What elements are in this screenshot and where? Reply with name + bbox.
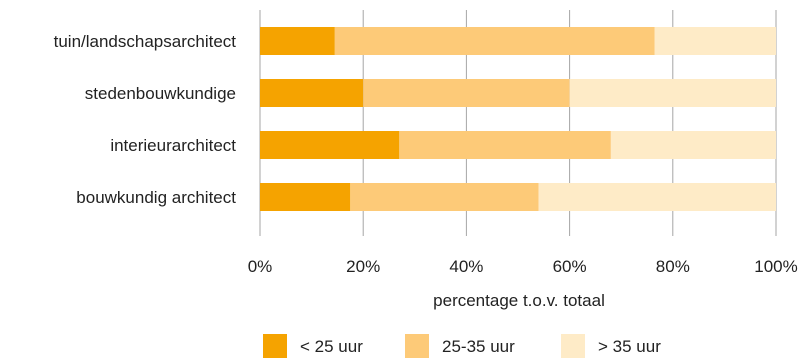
category-label-2: interieurarchitect — [110, 136, 236, 155]
bar-2-1 — [399, 131, 611, 159]
x-tick-label-4: 80% — [656, 257, 690, 276]
x-tick-label-1: 20% — [346, 257, 380, 276]
bar-0-1 — [334, 27, 655, 55]
legend-label-0: < 25 uur — [300, 337, 363, 356]
category-label-0: tuin/landschapsarchitect — [54, 32, 237, 51]
x-tick-label-2: 40% — [449, 257, 483, 276]
bar-3-2 — [538, 183, 776, 211]
category-label-3: bouwkundig architect — [76, 188, 236, 207]
bar-1-0 — [260, 79, 364, 107]
bar-1-2 — [569, 79, 776, 107]
bar-2-2 — [610, 131, 776, 159]
x-tick-label-3: 60% — [553, 257, 587, 276]
legend-label-2: > 35 uur — [598, 337, 661, 356]
category-labels: tuin/landschapsarchitect stedenbouwkundig… — [54, 32, 237, 207]
legend-swatch-0 — [263, 334, 287, 358]
bar-2-0 — [260, 131, 400, 159]
x-axis-label: percentage t.o.v. totaal — [433, 291, 605, 310]
x-tick-labels: 0% 20% 40% 60% 80% 100% — [248, 257, 798, 276]
x-tick-label-5: 100% — [754, 257, 797, 276]
legend-swatch-1 — [405, 334, 429, 358]
bar-3-0 — [260, 183, 351, 211]
bar-0-0 — [260, 27, 335, 55]
legend-label-1: 25-35 uur — [442, 337, 515, 356]
bar-1-1 — [363, 79, 570, 107]
legend: < 25 uur 25-35 uur > 35 uur — [263, 334, 661, 358]
bar-3-1 — [350, 183, 539, 211]
bar-0-2 — [654, 27, 776, 55]
bars — [260, 27, 776, 211]
legend-swatch-2 — [561, 334, 585, 358]
x-tick-label-0: 0% — [248, 257, 273, 276]
category-label-1: stedenbouwkundige — [85, 84, 236, 103]
